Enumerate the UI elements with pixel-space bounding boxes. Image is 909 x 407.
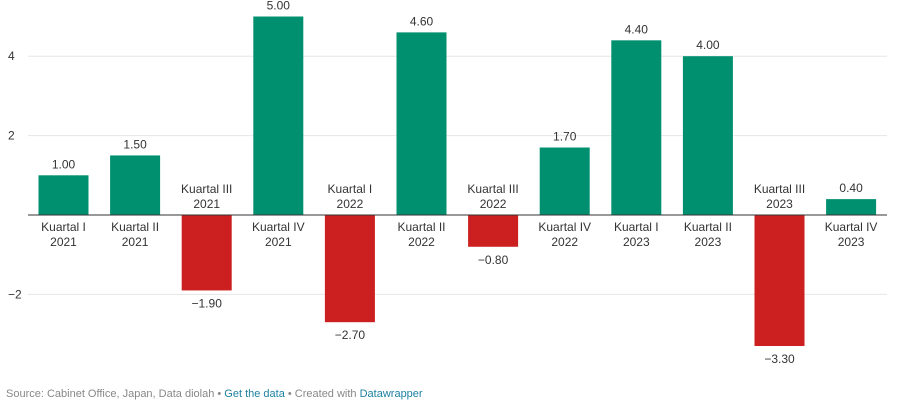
data-label: 1.00: [52, 157, 76, 171]
bar: [468, 215, 519, 247]
data-label: 1.70: [553, 130, 577, 144]
category-label-quarter: Kuartal II: [684, 220, 732, 234]
category-label-quarter: Kuartal III: [467, 182, 518, 196]
data-label: 4.60: [410, 14, 434, 28]
bars: [38, 16, 877, 347]
chart-footer: Source: Cabinet Office, Japan, Data diol…: [6, 388, 423, 400]
category-label-year: 2022: [551, 235, 578, 249]
category-label-quarter: Kuartal IV: [252, 220, 305, 234]
category-label-quarter: Kuartal IV: [538, 220, 591, 234]
data-label: −3.30: [764, 352, 795, 366]
category-label-year: 2023: [838, 235, 865, 249]
category-label-quarter: Kuartal I: [614, 220, 659, 234]
category-label-year: 2023: [766, 197, 793, 211]
y-tick-label: 4: [8, 49, 15, 63]
bar: [110, 155, 161, 215]
category-label-year: 2023: [695, 235, 722, 249]
category-label-quarter: Kuartal I: [41, 220, 86, 234]
category-label-quarter: Kuartal IV: [825, 220, 878, 234]
data-label: 4.40: [625, 22, 649, 36]
category-label-year: 2022: [480, 197, 507, 211]
category-label-year: 2022: [337, 197, 364, 211]
footer-separator-created: • Created with: [284, 388, 360, 400]
y-tick-label: 2: [8, 129, 15, 143]
category-label-year: 2021: [193, 197, 220, 211]
source-text: Source: Cabinet Office, Japan, Data diol…: [6, 388, 215, 400]
bar: [754, 215, 805, 347]
bar: [539, 147, 590, 215]
data-label: −1.90: [192, 296, 223, 310]
bar: [253, 16, 304, 215]
category-label-year: 2021: [265, 235, 292, 249]
category-label-year: 2022: [408, 235, 435, 249]
bar: [38, 175, 89, 215]
data-label: 5.00: [267, 0, 291, 13]
data-label: −2.70: [335, 328, 366, 342]
category-label-quarter: Kuartal II: [397, 220, 445, 234]
data-label: 4.00: [696, 38, 720, 52]
data-label: −0.80: [478, 253, 509, 267]
get-the-data-link[interactable]: Get the data: [224, 388, 285, 400]
bar: [396, 32, 447, 215]
bar: [826, 199, 877, 215]
grid-lines: [28, 55, 887, 295]
category-label-year: 2023: [623, 235, 650, 249]
y-tick-label: −2: [8, 287, 22, 301]
bar: [181, 215, 232, 291]
footer-separator: •: [214, 388, 225, 400]
category-label-year: 2021: [122, 235, 149, 249]
bar: [324, 215, 375, 323]
data-label: 0.40: [839, 181, 863, 195]
y-axis-ticks: 4 2 −2: [8, 49, 22, 301]
bar: [611, 40, 662, 215]
category-label-quarter: Kuartal I: [328, 182, 373, 196]
category-label-quarter: Kuartal III: [181, 182, 232, 196]
category-label-quarter: Kuartal II: [111, 220, 159, 234]
category-label-year: 2021: [50, 235, 77, 249]
category-label-quarter: Kuartal III: [754, 182, 805, 196]
datawrapper-link[interactable]: Datawrapper: [359, 388, 423, 400]
data-label: 1.50: [123, 137, 147, 151]
bar: [682, 56, 733, 216]
